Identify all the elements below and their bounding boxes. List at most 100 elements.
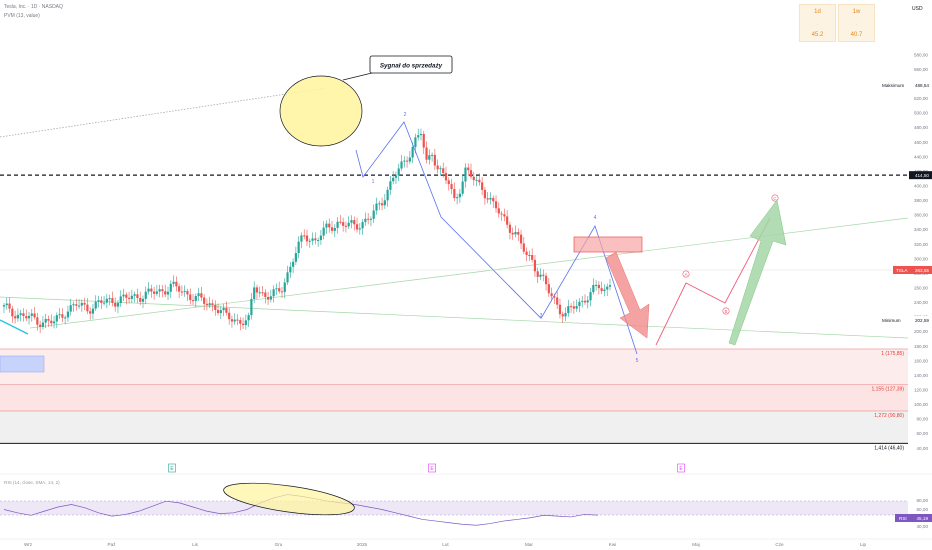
candle-body (528, 255, 531, 257)
minimum-tag (880, 316, 932, 324)
y-axis-tick: 580,00 (914, 52, 928, 57)
candle-body (194, 296, 197, 301)
candle-body (214, 304, 217, 310)
candle-body (478, 179, 481, 183)
candle-body (514, 232, 517, 235)
y-axis-tick: 340,00 (914, 227, 928, 232)
candle-body (572, 306, 575, 309)
candle-body (400, 161, 403, 169)
candle-body (19, 313, 22, 315)
candle-body (178, 286, 181, 292)
y-axis-tick: 240,00 (914, 300, 928, 305)
candle-body (428, 155, 431, 160)
fib-level-label: 1,155 (127,39) (871, 386, 904, 392)
candle-body (405, 160, 409, 162)
candle-body (469, 170, 473, 177)
candle-body (556, 297, 559, 305)
candle-body (456, 197, 459, 199)
candle-body (261, 292, 264, 294)
candle-body (481, 182, 484, 190)
candle-body (166, 291, 170, 295)
candle-body (22, 313, 25, 317)
candle-body (375, 203, 378, 211)
fib-level-label: 1,414 (46,40) (874, 445, 904, 451)
candle-body (472, 176, 475, 181)
abc-label-A: A (684, 272, 687, 277)
candle-body (102, 302, 106, 304)
candle-body (553, 296, 556, 298)
candle-body (492, 197, 495, 202)
x-axis-tick: Lip (860, 542, 867, 547)
event-badge (428, 463, 436, 473)
candle-body (319, 235, 322, 241)
y-axis-tick: 460,00 (914, 140, 928, 145)
candle-body (542, 274, 545, 276)
candle-body (344, 225, 348, 227)
candle-body (369, 218, 373, 220)
candle-body (467, 167, 470, 171)
candle-body (258, 292, 261, 294)
y-axis-tick: 480,00 (914, 125, 928, 130)
y-axis-tick: 140,00 (914, 373, 928, 378)
candle-body (347, 222, 350, 227)
candle-body (403, 160, 406, 162)
y-axis-tick: 260,00 (914, 286, 928, 291)
candle-body (539, 274, 542, 277)
candle-body (378, 203, 381, 205)
candle-body (461, 181, 464, 194)
candle-body (186, 291, 189, 295)
candle-body (14, 316, 17, 319)
minimum-label: Minimum (882, 318, 901, 323)
candle-body (608, 285, 612, 287)
candle-body (383, 200, 386, 206)
perf-1d: 1d - 45.2 (799, 4, 836, 42)
abc-marker-A (682, 270, 690, 278)
candle-body (500, 213, 503, 215)
candle-body (278, 288, 281, 292)
candle-body (253, 287, 256, 299)
candle-body (191, 300, 195, 302)
y-axis-tick: 320,00 (914, 242, 928, 247)
candle-body (411, 147, 414, 158)
candle-body (80, 302, 83, 306)
x-axis-tick: Cze (775, 542, 784, 547)
candle-body (211, 303, 214, 305)
cyan-trendline (0, 319, 29, 335)
candle-body (203, 297, 206, 304)
y-axis-tick: 100,00 (914, 402, 928, 407)
minimum-value: 202,59 (915, 318, 929, 323)
candle-body (36, 317, 39, 325)
candle-body (422, 133, 425, 148)
candle-body (200, 293, 203, 298)
candle-body (289, 266, 292, 273)
candle-body (458, 193, 461, 198)
supply-zone (573, 236, 643, 253)
y-axis-tick: 360,00 (914, 213, 928, 218)
candle-body (41, 322, 45, 327)
candle-body (439, 168, 442, 170)
event-badge-label: E (170, 466, 174, 472)
candle-body (52, 321, 56, 324)
candle-body (300, 235, 303, 242)
candle-body (61, 314, 64, 318)
y-axis-tick: 200,00 (914, 329, 928, 334)
candle-body (236, 319, 239, 321)
ticker-tag (893, 266, 932, 274)
candle-body (314, 238, 317, 241)
candle-body (361, 222, 364, 229)
candle-body (333, 227, 336, 231)
candle-body (69, 305, 72, 312)
candle-body (550, 293, 553, 297)
candle-body (64, 317, 67, 319)
candle-body (603, 289, 606, 292)
candle-body (108, 298, 111, 300)
candle-body (364, 218, 367, 223)
candle-body (147, 288, 150, 292)
candle-body (522, 243, 525, 252)
event-badge-label: E (430, 466, 434, 472)
candle-body (150, 288, 153, 292)
candle-body (380, 203, 384, 206)
callout-box (369, 55, 453, 74)
abc-label-C: C (773, 196, 777, 201)
